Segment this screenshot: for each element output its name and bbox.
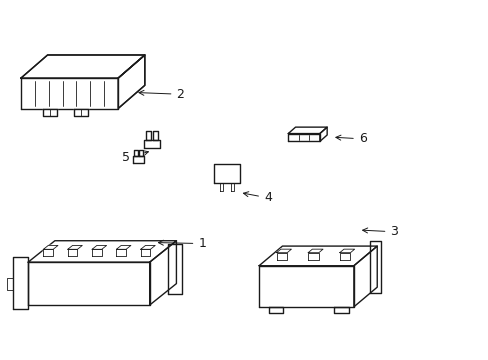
Polygon shape xyxy=(116,249,126,256)
Polygon shape xyxy=(68,246,82,249)
Polygon shape xyxy=(339,253,350,260)
Polygon shape xyxy=(149,241,176,305)
Polygon shape xyxy=(116,246,131,249)
Text: 1: 1 xyxy=(158,237,206,250)
Polygon shape xyxy=(353,246,376,307)
Polygon shape xyxy=(369,241,380,293)
Polygon shape xyxy=(92,249,102,256)
Polygon shape xyxy=(43,249,53,256)
Polygon shape xyxy=(92,246,106,249)
Polygon shape xyxy=(214,164,239,183)
Polygon shape xyxy=(152,131,158,140)
Text: 6: 6 xyxy=(335,132,366,145)
Polygon shape xyxy=(287,134,319,141)
Polygon shape xyxy=(168,244,182,294)
Polygon shape xyxy=(287,127,326,134)
Polygon shape xyxy=(144,140,160,148)
Polygon shape xyxy=(74,109,88,116)
Text: 4: 4 xyxy=(243,192,271,204)
Polygon shape xyxy=(13,257,28,309)
Polygon shape xyxy=(146,131,151,140)
Polygon shape xyxy=(118,55,144,109)
Polygon shape xyxy=(259,266,353,307)
Polygon shape xyxy=(141,246,155,249)
Polygon shape xyxy=(132,156,144,163)
Polygon shape xyxy=(42,109,57,116)
Polygon shape xyxy=(334,307,348,313)
Polygon shape xyxy=(21,55,144,78)
Polygon shape xyxy=(268,307,283,313)
Polygon shape xyxy=(141,249,150,256)
Polygon shape xyxy=(21,55,144,78)
Polygon shape xyxy=(276,249,291,253)
Polygon shape xyxy=(307,253,318,260)
Polygon shape xyxy=(28,262,149,305)
Polygon shape xyxy=(259,246,376,266)
Text: 3: 3 xyxy=(362,225,397,238)
Polygon shape xyxy=(319,127,326,141)
Polygon shape xyxy=(43,246,58,249)
Polygon shape xyxy=(219,183,223,191)
Polygon shape xyxy=(21,78,118,109)
Polygon shape xyxy=(276,253,286,260)
Polygon shape xyxy=(21,78,118,109)
Polygon shape xyxy=(134,150,138,156)
Polygon shape xyxy=(307,249,323,253)
Text: 5: 5 xyxy=(122,150,148,165)
Polygon shape xyxy=(68,249,77,256)
Polygon shape xyxy=(139,150,143,156)
Polygon shape xyxy=(118,55,144,85)
Text: 2: 2 xyxy=(139,88,184,101)
Polygon shape xyxy=(28,241,176,262)
Polygon shape xyxy=(230,183,234,191)
Polygon shape xyxy=(339,249,354,253)
